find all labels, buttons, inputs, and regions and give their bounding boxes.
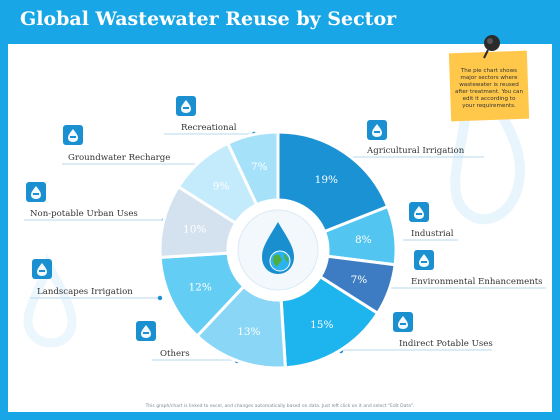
water-drop-globe-icon [262, 222, 294, 274]
slice-labels: 19% 8% 7% 15% 13% 12% 10% 9% 7% Agricultural Irri… [30, 123, 543, 359]
value-label-others: 13% [237, 326, 260, 338]
note-text: The pie chart shows major sectors where wa… [455, 68, 524, 109]
globe-icon [414, 250, 434, 270]
slice-recreational [225, 130, 280, 207]
footer-note: This graph/chart is linked to excel, and… [145, 404, 415, 409]
category-label-non-potable-urban-uses: Non-potable Urban Uses [30, 209, 138, 219]
value-label-industrial: 8% [355, 234, 372, 246]
value-label-environmental-enhancements: 7% [351, 274, 368, 286]
pushpin-icon [483, 35, 500, 59]
category-label-landscapes-irrigation: Landscapes Irrigation [37, 287, 133, 297]
page-title: Global Wastewater Reuse by Sector [20, 8, 397, 30]
hand-drop-icon [136, 321, 156, 341]
water-drops-icon [176, 96, 196, 116]
category-label-groundwater-recharge: Groundwater Recharge [68, 153, 170, 163]
category-label-industrial: Industrial [411, 229, 454, 239]
sticky-note: The pie chart shows major sectors where wa… [448, 35, 530, 122]
value-label-agricultural-irrigation: 19% [315, 174, 338, 186]
category-label-environmental-enhancements: Environmental Enhancements [411, 277, 543, 287]
value-label-indirect-potable-uses: 15% [310, 319, 333, 331]
background-decoration [23, 55, 526, 348]
category-label-others: Others [160, 349, 190, 359]
value-label-landscapes-irrigation: 12% [189, 282, 212, 294]
sector-icons [26, 96, 434, 341]
category-label-indirect-potable-uses: Indirect Potable Uses [399, 339, 493, 349]
note-paper [448, 50, 530, 122]
value-label-recreational: 7% [251, 161, 268, 173]
connector-dot [157, 295, 163, 301]
slice-agricultural-irrigation [276, 130, 390, 234]
slice-indirect-potable-uses [279, 274, 380, 370]
plant-icon [32, 259, 52, 279]
factory-icon [409, 202, 429, 222]
pie-slices [158, 130, 398, 370]
value-label-groundwater-recharge: 9% [213, 180, 230, 192]
clipboard-icon [367, 120, 387, 140]
water-tank-icon [63, 125, 83, 145]
category-label-recreational: Recreational [181, 123, 237, 133]
category-label-agricultural-irrigation: Agricultural Irrigation [366, 146, 465, 156]
gauge-icon [26, 182, 46, 202]
value-label-non-potable-urban-uses: 10% [183, 224, 206, 236]
center-hub [229, 201, 327, 299]
faucet-icon [393, 312, 413, 332]
